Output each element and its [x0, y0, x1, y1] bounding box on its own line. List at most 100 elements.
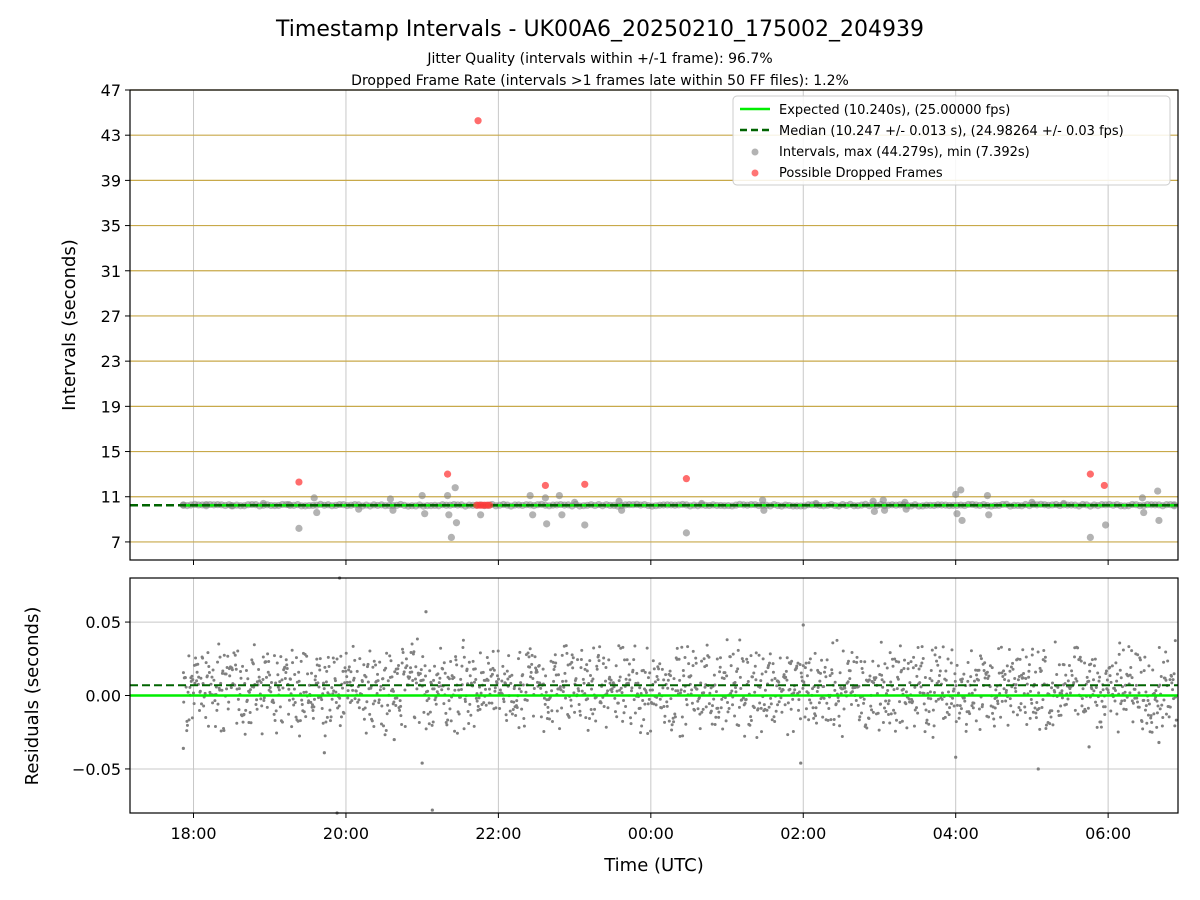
residual-point [1078, 655, 1082, 659]
residual-point [299, 659, 303, 663]
residual-point [893, 657, 897, 661]
residual-point [964, 722, 968, 726]
residual-point [1173, 724, 1177, 728]
residual-point [364, 731, 368, 735]
residual-point [832, 717, 836, 721]
residual-point [493, 689, 497, 693]
residual-point [635, 671, 639, 675]
residual-point [677, 657, 681, 661]
residual-point [1099, 725, 1103, 729]
residual-point [1142, 669, 1146, 673]
residual-point [1090, 658, 1094, 662]
residual-point [982, 669, 986, 673]
residual-point [218, 655, 222, 659]
residual-point [678, 734, 682, 738]
residual-point [241, 720, 245, 724]
top-plot-marks [130, 117, 1178, 542]
residual-point [1162, 698, 1166, 702]
residual-point [1155, 725, 1159, 729]
residual-point [1139, 670, 1143, 674]
residual-point [332, 689, 336, 693]
residual-point [414, 681, 418, 685]
residual-point [311, 716, 315, 720]
residual-point [862, 697, 866, 701]
residual-point [638, 706, 642, 710]
residual-point [676, 689, 680, 693]
residual-point [1158, 683, 1162, 687]
residual-point [595, 664, 599, 668]
residual-point [652, 702, 656, 706]
residual-point [590, 679, 594, 683]
residual-point [252, 685, 256, 689]
residual-point [452, 676, 456, 680]
residual-point [911, 699, 915, 703]
residual-point [928, 690, 932, 694]
residual-point [636, 681, 640, 685]
residual-point [932, 724, 936, 728]
residual-point [850, 690, 854, 694]
residual-point [1076, 712, 1080, 716]
residual-point [353, 697, 357, 701]
residual-point [983, 661, 987, 665]
residual-point [643, 702, 647, 706]
residual-point [519, 690, 523, 694]
residual-point [569, 698, 573, 702]
residual-point [1013, 676, 1017, 680]
residual-point [542, 696, 546, 700]
residual-point [204, 716, 208, 720]
residual-point [1055, 673, 1059, 677]
residual-point [1029, 689, 1033, 693]
residual-point [685, 703, 689, 707]
interval-point [870, 507, 878, 516]
residual-point [553, 665, 557, 669]
residual-point [325, 669, 329, 673]
residual-point [797, 708, 801, 712]
residual-point [841, 649, 845, 653]
residual-point [1059, 713, 1063, 717]
residual-point [317, 664, 321, 668]
residual-point [1109, 709, 1113, 713]
residual-point [616, 701, 620, 705]
residual-point [1113, 689, 1117, 693]
top-y-tick-label: 7 [111, 533, 121, 552]
residual-point [552, 667, 556, 671]
residual-point [1130, 699, 1134, 703]
residual-point [1008, 697, 1012, 701]
residual-point [905, 726, 909, 730]
residual-point [990, 666, 994, 670]
residual-point [833, 680, 837, 684]
residual-point [814, 706, 818, 710]
residual-point [537, 663, 541, 667]
residual-point [487, 701, 491, 705]
residual-point [531, 677, 535, 681]
residual-point [396, 667, 400, 671]
residual-point [210, 675, 214, 679]
residual-point [377, 701, 381, 705]
residual-point [789, 662, 793, 666]
dropped-frame-point [443, 470, 452, 478]
residual-point [292, 703, 296, 707]
residual-point [1115, 672, 1119, 676]
interval-point [1154, 487, 1162, 495]
residual-point [694, 656, 698, 660]
residual-point [344, 651, 348, 655]
residual-point [199, 702, 203, 706]
residual-outlier-point [322, 751, 326, 755]
residual-point [281, 686, 285, 690]
residual-point [666, 686, 670, 690]
residual-point [211, 701, 215, 705]
residual-point [284, 670, 288, 674]
interval-point [1155, 516, 1163, 525]
top-plot-frame [129, 89, 1179, 561]
residual-point [415, 687, 419, 691]
residual-point [998, 691, 1002, 695]
residual-point [324, 680, 328, 684]
residual-point [1027, 663, 1031, 667]
residual-point [1014, 683, 1018, 687]
residual-point [1016, 657, 1020, 661]
residual-point [290, 648, 294, 652]
residual-point [1013, 686, 1017, 690]
residual-point [608, 675, 612, 679]
x-tick-label: 18:00 [170, 824, 216, 843]
interval-point [952, 490, 960, 499]
